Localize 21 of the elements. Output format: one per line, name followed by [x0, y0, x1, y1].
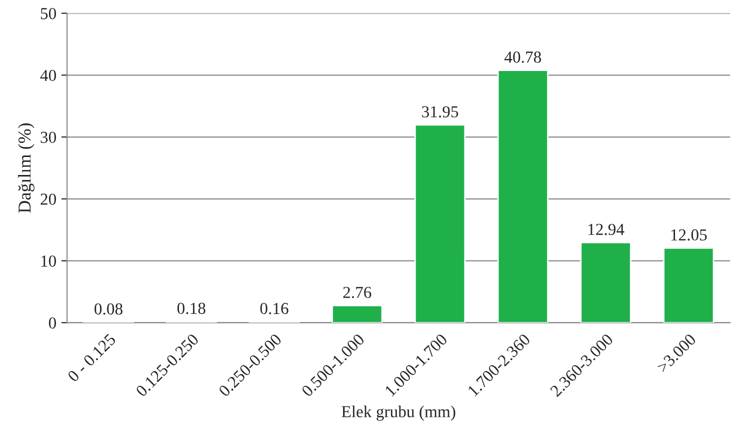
data-label: 0.18: [177, 302, 206, 314]
data-label: 2.76: [343, 286, 372, 298]
y-tick-label: 20: [40, 194, 56, 205]
data-label: 12.05: [671, 229, 707, 241]
data-label: 12.94: [588, 224, 624, 236]
x-axis-title: Elek grubu (mm): [342, 406, 456, 421]
y-tick-label: 10: [41, 255, 56, 267]
data-label: 0.08: [94, 303, 122, 315]
y-tick-label: 50: [40, 8, 56, 20]
y-tick-label: 0: [48, 317, 56, 329]
data-label: 40.78: [504, 52, 542, 63]
data-label: 0.16: [260, 302, 288, 314]
bar: [414, 124, 466, 323]
bar: [580, 242, 632, 323]
y-tick-label: 30: [40, 132, 56, 143]
bar: [497, 70, 548, 323]
bar: [332, 304, 383, 323]
bar: [663, 247, 714, 323]
y-axis-title: Dağılım (%): [18, 123, 34, 213]
y-tick-label: 40: [40, 70, 56, 82]
data-label: 31.95: [422, 106, 458, 118]
